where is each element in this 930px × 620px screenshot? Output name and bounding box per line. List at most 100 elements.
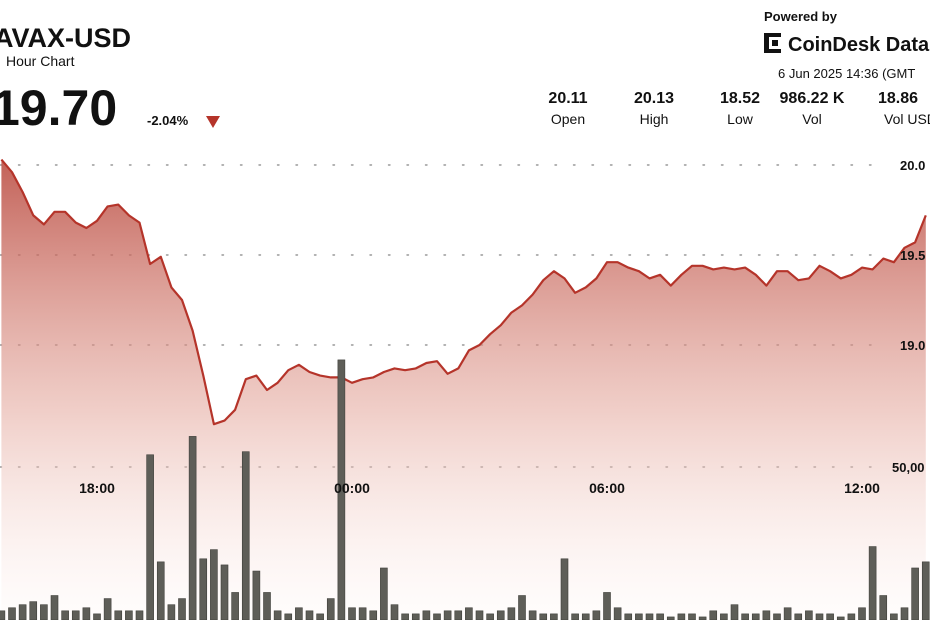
volume-bar [496, 610, 505, 620]
volume-bar [836, 616, 845, 620]
volume-bar [135, 610, 144, 620]
volume-bar [93, 613, 101, 620]
volume-bar [698, 616, 707, 620]
stat-value: 986.22 K [780, 90, 845, 107]
volume-bar [326, 598, 335, 620]
price-area [1, 159, 926, 620]
volume-bar [401, 613, 409, 620]
x-tick-label: 18:00 [79, 480, 115, 496]
volume-bar [890, 613, 898, 620]
volume-bar [18, 604, 27, 620]
volume-bar [454, 610, 463, 620]
volume-bar [71, 610, 80, 620]
volume-bar [868, 546, 877, 620]
stat-value: 20.11 [548, 90, 587, 107]
stat-label: Open [551, 111, 585, 127]
volume-bar [688, 613, 696, 620]
volume-bar [550, 613, 558, 620]
volume-bar [656, 613, 664, 620]
stat-value: 18.52 [720, 90, 760, 107]
volume-bar [465, 607, 473, 620]
volume-bar [358, 607, 367, 620]
volume-bar [167, 604, 176, 620]
y-tick-label: 19.0 [900, 338, 925, 353]
volume-bar [220, 564, 229, 620]
volume-bar [8, 607, 16, 620]
plot-area: 19.0 19.5 20.0 50,00 18:00 00:00 06:00 12:00 [0, 158, 930, 620]
stat-label: Vol USD [884, 111, 930, 127]
volume-bar [295, 607, 303, 620]
y-tick-label: 19.5 [900, 248, 925, 263]
stat-value: 18.86 [878, 90, 918, 107]
volume-bar [411, 613, 420, 620]
volume-bar [815, 613, 824, 620]
volume-bar [645, 613, 654, 620]
volume-bar [911, 567, 919, 620]
x-tick-label: 12:00 [844, 480, 880, 496]
volume-bar [826, 613, 834, 620]
volume-bar [443, 610, 452, 620]
volume-bar [348, 607, 356, 620]
volume-bar [284, 613, 293, 620]
volume-bar [762, 610, 771, 620]
volume-bar [879, 595, 888, 620]
volume-bar [146, 454, 154, 620]
volume-bar [316, 613, 324, 620]
volume-bar [847, 613, 856, 620]
volume-bar [231, 592, 239, 620]
volume-bar [730, 604, 739, 620]
volume-bar [82, 607, 91, 620]
volume-bar [709, 610, 718, 620]
volume-bar [61, 610, 69, 620]
volume-bar [475, 610, 484, 620]
volume-bar [592, 610, 601, 620]
y2-tick-label: 50,00 [892, 460, 925, 475]
volume-bar [539, 613, 548, 620]
stat-label: High [640, 111, 669, 127]
volume-bar [666, 616, 675, 620]
volume-bar [263, 592, 271, 620]
volume-bar [720, 613, 728, 620]
volume-bar [624, 613, 633, 620]
volume-bar [783, 607, 792, 620]
timestamp: 6 Jun 2025 14:36 (GMT [778, 66, 915, 81]
volume-bar [241, 451, 250, 620]
volume-bar [773, 613, 781, 620]
volume-bar [581, 613, 590, 620]
volume-bar [390, 604, 399, 620]
x-tick-label: 00:00 [334, 480, 370, 496]
volume-bar [560, 558, 569, 620]
down-arrow [206, 116, 220, 128]
volume-bar [635, 613, 643, 620]
volume-bar [433, 613, 441, 620]
volume-bar [273, 610, 282, 620]
volume-bar [571, 613, 579, 620]
stat-label: Vol [802, 111, 821, 127]
stat-label: Low [727, 111, 754, 127]
volume-bar [528, 610, 537, 620]
volume-bar [50, 595, 59, 620]
volume-bar [900, 607, 909, 620]
current-price: 19.70 [0, 80, 117, 136]
volume-bar [156, 561, 165, 620]
volume-bar [677, 613, 686, 620]
brand-logo [764, 33, 781, 53]
volume-bar [518, 595, 526, 620]
volume-bar [199, 558, 208, 620]
volume-bar [305, 610, 314, 620]
volume-bar [794, 613, 803, 620]
volume-bar [921, 561, 930, 620]
stats: 20.11 Open 20.13 High 18.52 Low 986.22 K Vol 18.… [548, 90, 930, 127]
powered-by: Powered by [764, 9, 838, 24]
volume-bar [114, 610, 123, 620]
price-line [0, 158, 927, 426]
volume-bar [603, 592, 611, 620]
volume-bar [858, 607, 866, 620]
volume-bar [422, 610, 431, 620]
price-change: -2.04% [147, 113, 189, 128]
stat-value: 20.13 [634, 90, 674, 107]
volume-bar [103, 598, 112, 620]
volume-bar [125, 610, 133, 620]
